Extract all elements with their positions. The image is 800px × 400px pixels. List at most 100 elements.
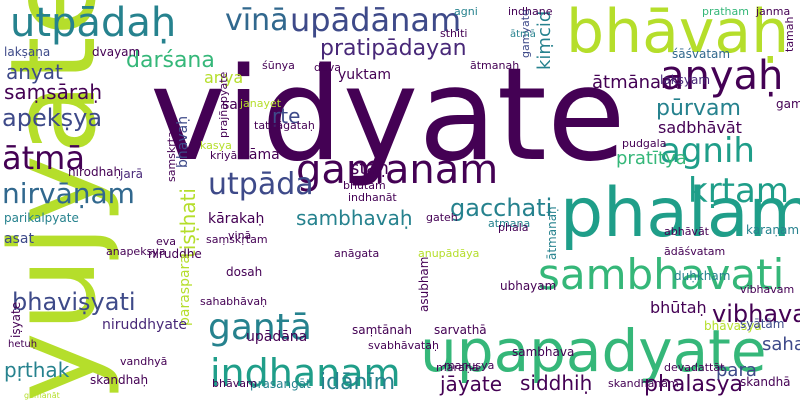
cloud-word: nirvāṇam <box>2 177 135 210</box>
cloud-word: staḥ <box>350 158 389 179</box>
cloud-word: para <box>716 360 757 381</box>
cloud-word: skandhā <box>740 375 791 389</box>
cloud-word: utpāda <box>208 167 314 202</box>
cloud-word: agnih <box>660 131 755 171</box>
cloud-word: yuktam <box>338 67 391 83</box>
cloud-word: lakṣyam <box>660 73 711 87</box>
cloud-word: darśana <box>126 48 215 73</box>
cloud-word: atmana <box>488 217 531 230</box>
cloud-word: skandhānām <box>608 377 679 390</box>
cloud-word: prasangāt <box>250 377 311 391</box>
cloud-word: siddhiḥ <box>520 371 593 395</box>
cloud-word: indhanāt <box>348 191 397 204</box>
cloud-word: gacchati <box>450 194 553 222</box>
cloud-word: bhaviṣyati <box>12 288 136 316</box>
cloud-word: sambhavaḥ <box>296 206 413 230</box>
cloud-word: parikalpyate <box>4 211 79 225</box>
cloud-word: abhāvāt <box>664 225 709 238</box>
cloud-word: skandhaḥ <box>90 373 149 387</box>
cloud-word: bhavaḥ <box>175 115 191 168</box>
cloud-word: devadattāt <box>664 361 725 374</box>
cloud-word: ubhayam <box>500 279 557 293</box>
cloud-word: tathāgataḥ <box>254 119 315 132</box>
cloud-word: janma <box>756 5 791 18</box>
cloud-word: gami <box>776 97 800 111</box>
cloud-word: sthiti <box>440 27 468 40</box>
cloud-word: dosah <box>226 265 263 279</box>
cloud-word: gateh <box>426 211 458 224</box>
cloud-word: kriyā <box>210 149 238 162</box>
cloud-word: saṃskṛtam <box>206 233 268 246</box>
cloud-word: pratham <box>702 5 749 18</box>
cloud-word: anāgata <box>334 247 380 260</box>
cloud-word: gamanam <box>296 147 499 193</box>
cloud-word: ātmanaḥ <box>545 206 559 260</box>
cloud-word: śāśvatam <box>672 47 731 61</box>
cloud-word: tamah <box>783 16 796 52</box>
cloud-word: nāma <box>240 147 280 163</box>
cloud-word: sat <box>222 97 244 113</box>
cloud-word: kasya <box>200 139 232 152</box>
cloud-word: nirodhaḥ <box>68 165 122 179</box>
cloud-word: gantā <box>208 307 312 348</box>
cloud-word: idānīm <box>320 370 396 395</box>
cloud-word: ātmanaḥ <box>470 59 520 72</box>
cloud-word: karaṇam <box>746 223 800 237</box>
cloud-word: anya <box>204 68 244 87</box>
cloud-word: ādāśvatam <box>664 245 726 258</box>
cloud-word: bhāvam <box>212 377 257 390</box>
cloud-word: phala <box>498 221 529 234</box>
cloud-word: ṛte <box>272 104 301 128</box>
cloud-word: vīnā <box>225 3 289 38</box>
cloud-word: dvayam <box>92 45 141 59</box>
cloud-word: maraṇa <box>436 361 479 374</box>
cloud-word: pratītya <box>616 148 687 169</box>
cloud-word: upādāna <box>246 329 308 345</box>
cloud-word: ātmānam <box>592 72 679 93</box>
cloud-word: svabhāvataḥ <box>368 339 439 352</box>
cloud-word: kiṃcid <box>534 10 555 70</box>
cloud-word: niruddhe <box>148 247 202 261</box>
cloud-word: hetuḥ <box>8 339 38 350</box>
cloud-word: bhūtaḥ <box>650 298 707 317</box>
cloud-word: phalam <box>560 174 800 253</box>
cloud-word: śūnya <box>262 59 295 72</box>
cloud-word: anyat <box>6 60 63 84</box>
cloud-word: anapekṣya <box>106 245 166 258</box>
cloud-word: iṣyate <box>9 301 23 338</box>
cloud-word: saṃtānah <box>352 323 412 337</box>
cloud-word: anupādāya <box>418 247 480 260</box>
cloud-word: asat <box>4 231 34 247</box>
cloud-word: janayet <box>240 97 282 110</box>
cloud-word: pratipādayan <box>320 36 467 61</box>
cloud-word: utpādaḥ <box>10 0 177 46</box>
cloud-word: upādānam <box>290 1 462 39</box>
cloud-word: ātmā <box>2 139 85 177</box>
cloud-word: pūrvam <box>656 96 741 121</box>
cloud-word: kṛtam <box>688 171 789 211</box>
cloud-word: anyaḥ <box>660 53 784 99</box>
cloud-word: saṃsāraḥ <box>4 80 102 104</box>
cloud-word: vibhavam <box>740 283 795 296</box>
cloud-word: saha <box>762 334 800 355</box>
cloud-word: agni <box>454 5 478 18</box>
cloud-word: jāyate <box>440 372 503 396</box>
cloud-word: manuṣya <box>444 359 495 372</box>
cloud-word: bhāvasya <box>704 319 762 333</box>
cloud-word: sambhava <box>512 345 575 359</box>
cloud-word: sahabhāvaḥ <box>200 295 268 308</box>
cloud-word: indhanam <box>210 351 401 395</box>
cloud-word: lakṣaṇa <box>4 45 51 59</box>
cloud-word: saṃskṛta <box>165 131 178 182</box>
cloud-word: deva <box>314 61 342 74</box>
cloud-word: paraspara <box>177 255 193 326</box>
cloud-word: duḥkham <box>674 269 731 283</box>
cloud-word: apekṣya <box>2 104 103 132</box>
cloud-word: vinā <box>228 229 252 242</box>
cloud-word: vandhyā <box>120 355 168 368</box>
cloud-word: jarā <box>120 167 143 181</box>
cloud-word: sarvathā <box>434 323 487 337</box>
cloud-word: niruddhyate <box>102 317 188 333</box>
cloud-word: vidyate <box>150 41 626 190</box>
